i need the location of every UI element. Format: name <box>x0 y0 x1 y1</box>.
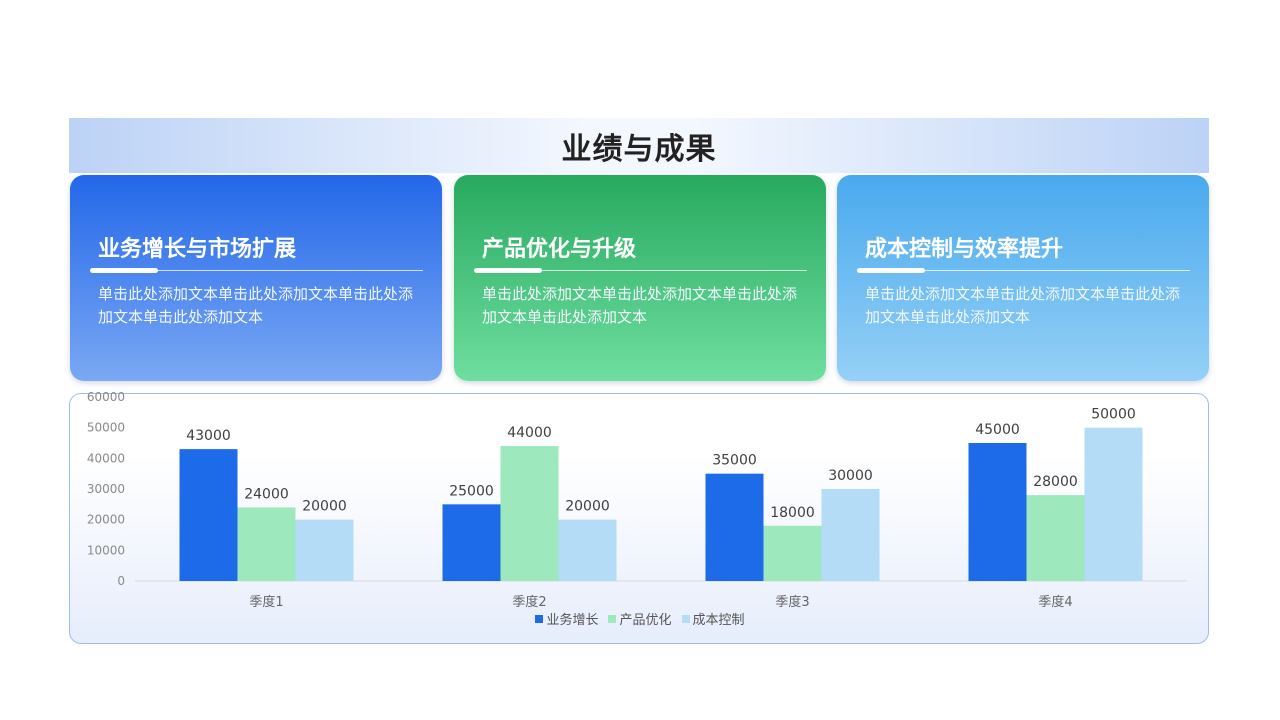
data-label: 44000 <box>507 425 552 441</box>
bar-series-3 <box>821 489 880 581</box>
data-label: 20000 <box>565 499 610 515</box>
card-body[interactable]: 单击此处添加文本单击此处添加文本单击此处添加文本单击此处添加文本 <box>98 285 414 326</box>
legend-swatch-series-1 <box>535 614 544 623</box>
y-tick-label: 50000 <box>87 421 125 435</box>
card-divider-accent <box>857 268 925 273</box>
card-body[interactable]: 单击此处添加文本单击此处添加文本单击此处添加文本单击此处添加文本 <box>865 285 1181 326</box>
x-tick-label: 季度2 <box>512 594 546 610</box>
bar-series-1 <box>179 449 238 581</box>
data-label: 35000 <box>712 453 757 469</box>
data-label: 25000 <box>449 483 494 499</box>
y-tick-label: 60000 <box>87 390 125 404</box>
y-tick-label: 40000 <box>87 451 125 465</box>
card-cost-control: 成本控制与效率提升 单击此处添加文本单击此处添加文本单击此处添加文本单击此处添加… <box>837 175 1209 381</box>
card-heading: 业务增长与市场扩展 <box>98 237 297 262</box>
legend-label: 成本控制 <box>692 613 745 628</box>
y-tick-label: 10000 <box>87 543 125 557</box>
bar-series-2 <box>500 446 559 581</box>
card-divider <box>90 270 423 271</box>
legend-swatch-series-3 <box>681 614 690 623</box>
legend-item: 成本控制 <box>681 609 745 628</box>
page-title: 业绩与成果 <box>561 131 717 167</box>
bar-series-2 <box>763 525 822 581</box>
y-tick-label: 30000 <box>87 482 125 496</box>
card-divider-accent <box>90 268 158 273</box>
legend-item: 产品优化 <box>608 609 672 628</box>
card-business-growth: 业务增长与市场扩展 单击此处添加文本单击此处添加文本单击此处添加文本单击此处添加… <box>70 175 442 381</box>
bar-series-1 <box>968 443 1027 581</box>
data-label: 28000 <box>1033 474 1078 490</box>
bar-series-3 <box>1084 427 1143 581</box>
card-heading: 产品优化与升级 <box>482 237 637 262</box>
card-body[interactable]: 单击此处添加文本单击此处添加文本单击此处添加文本单击此处添加文本 <box>482 285 798 326</box>
bar-series-1 <box>705 473 764 581</box>
y-tick-label: 0 <box>117 574 125 588</box>
data-label: 20000 <box>302 499 347 515</box>
bar-series-2 <box>1026 495 1085 581</box>
legend-label: 业务增长 <box>546 613 599 628</box>
card-divider-accent <box>474 268 542 273</box>
data-label: 43000 <box>186 428 231 444</box>
x-tick-label: 季度3 <box>775 594 809 610</box>
bar-series-1 <box>442 504 501 581</box>
bar-series-2 <box>237 507 296 581</box>
legend-item: 业务增长 <box>535 609 598 628</box>
legend-swatch-series-2 <box>608 614 617 623</box>
x-tick-label: 季度4 <box>1038 594 1072 610</box>
chart-legend: 业务增长 产品优化 成本控制 <box>0 609 1280 628</box>
card-heading: 成本控制与效率提升 <box>865 237 1064 262</box>
bar-series-3 <box>295 519 354 581</box>
title-banner: 业绩与成果 <box>69 118 1209 173</box>
card-divider <box>857 270 1190 271</box>
bar-series-3 <box>558 519 617 581</box>
legend-label: 产品优化 <box>619 613 672 628</box>
card-product-optimization: 产品优化与升级 单击此处添加文本单击此处添加文本单击此处添加文本单击此处添加文本 <box>454 175 826 381</box>
data-label: 50000 <box>1091 407 1136 423</box>
data-label: 18000 <box>770 505 815 521</box>
y-tick-label: 20000 <box>87 513 125 527</box>
data-label: 45000 <box>975 422 1020 438</box>
data-label: 24000 <box>244 486 289 502</box>
card-divider <box>474 270 807 271</box>
data-label: 30000 <box>828 468 873 484</box>
x-tick-label: 季度1 <box>249 594 283 610</box>
